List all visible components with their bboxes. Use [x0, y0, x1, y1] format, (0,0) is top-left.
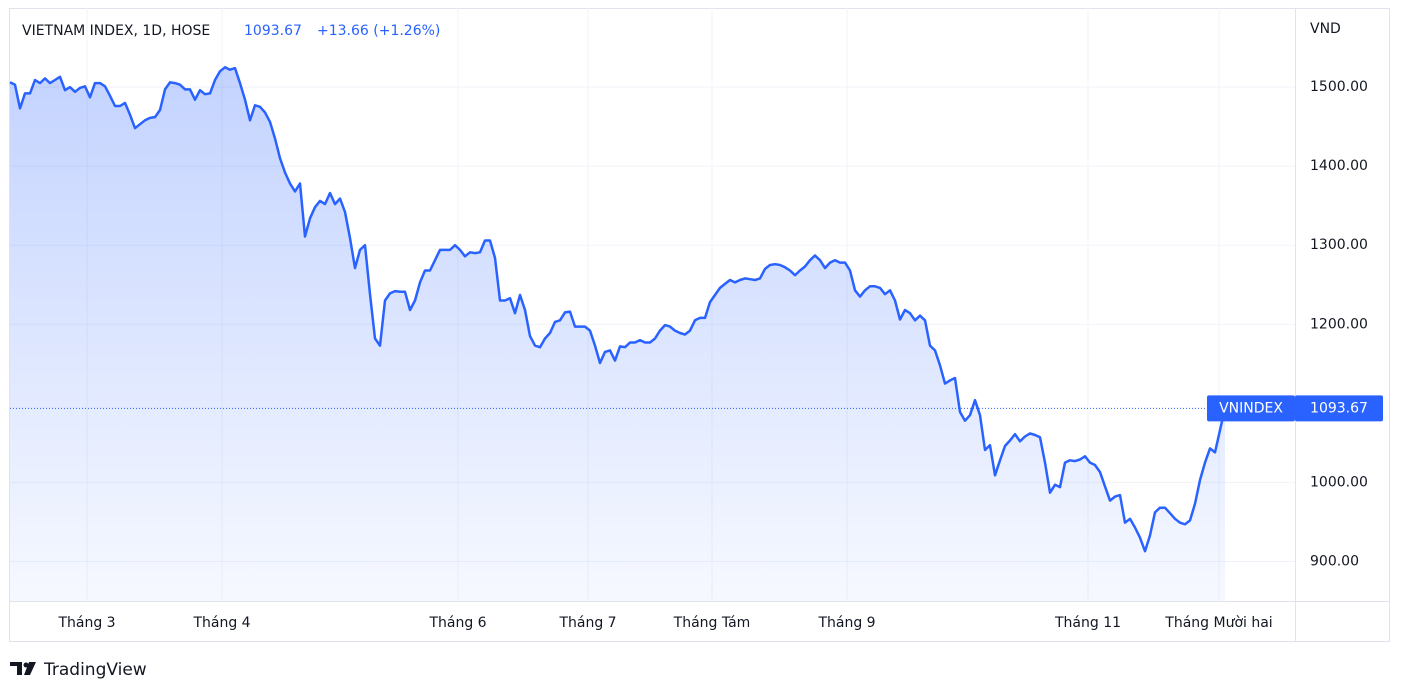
- y-tick-label: 1200.00: [1310, 316, 1368, 332]
- x-tick-label: Tháng 9: [817, 615, 875, 631]
- x-tick-label: Tháng 3: [57, 615, 115, 631]
- price-tag-label: 1093.67: [1310, 400, 1368, 416]
- last-price: 1093.67: [244, 23, 302, 39]
- x-tick-label: Tháng 4: [192, 615, 250, 631]
- area-fill: [10, 67, 1225, 602]
- plot: [9, 66, 1295, 602]
- brand-logo: [10, 662, 36, 675]
- y-tick-label: 1400.00: [1310, 158, 1368, 174]
- price-change: +13.66 (+1.26%): [317, 23, 440, 39]
- x-tick-label: Tháng Mười hai: [1164, 615, 1272, 631]
- chart-title: VIETNAM INDEX, 1D, HOSE: [22, 23, 210, 39]
- y-tick-label: 1300.00: [1310, 237, 1368, 253]
- series-tag: [1207, 395, 1295, 422]
- x-tick-label: Tháng 7: [558, 615, 616, 631]
- x-tick-label: Tháng 6: [428, 615, 486, 631]
- y-tick-label: 1000.00: [1310, 474, 1368, 490]
- x-tick-label: Tháng 11: [1054, 615, 1121, 631]
- y-tick-label: 1500.00: [1310, 79, 1368, 95]
- price-line: [9, 66, 1227, 553]
- y-axis-label: VND: [1310, 21, 1341, 37]
- price-tag: [1295, 395, 1383, 422]
- brand: TradingView: [43, 660, 147, 680]
- y-tick-label: 900.00: [1310, 553, 1359, 569]
- x-tick-label: Tháng Tám: [673, 615, 751, 631]
- series-name: VNINDEX: [1219, 400, 1283, 416]
